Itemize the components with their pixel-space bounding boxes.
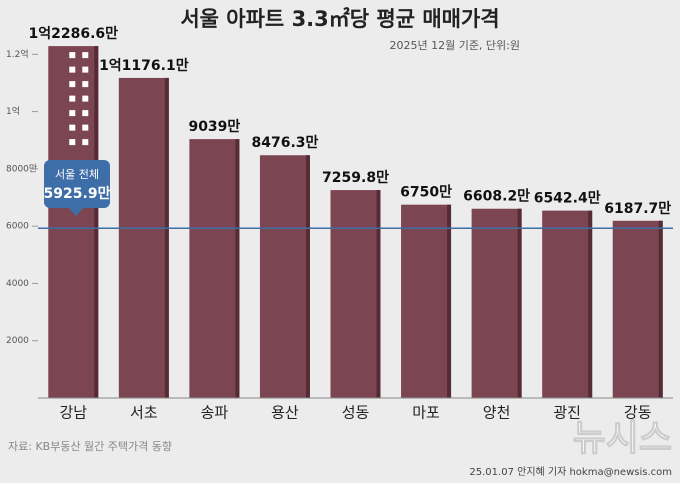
bar [118, 77, 169, 398]
window-decoration [82, 124, 89, 131]
y-tick-label: 8000만 [6, 163, 37, 174]
source: 자료: KB부동산 월간 주택가격 동향 [8, 440, 172, 453]
bar-edge [658, 220, 663, 398]
watermark: 뉴시스 [573, 418, 672, 459]
bar [189, 139, 240, 398]
window-decoration [69, 66, 76, 73]
subtitle: 2025년 12월 기준, 단위:원 [389, 39, 520, 52]
window-decoration [69, 139, 76, 146]
bar [48, 46, 99, 398]
value-label: 6187.7만 [604, 201, 671, 217]
bar-edge [305, 155, 310, 398]
callout-value: 5925.9만 [44, 186, 111, 202]
bar [542, 210, 593, 398]
window-decoration [69, 81, 76, 88]
window-decoration [82, 110, 89, 117]
bar [612, 220, 663, 398]
window-decoration [69, 124, 76, 131]
value-label: 8476.3만 [251, 135, 318, 151]
x-tick-label: 광진 [553, 404, 581, 422]
credit: 25.01.07 안지혜 기자 hokma@newsis.com [469, 466, 672, 478]
window-decoration [82, 52, 89, 59]
callout-box [44, 160, 110, 208]
value-label: 6608.2만 [463, 189, 530, 205]
x-tick-label: 강남 [59, 404, 87, 422]
window-decoration [82, 95, 89, 102]
value-label: 1억2286.6만 [29, 26, 119, 42]
y-tick-label: 1억 [6, 105, 20, 117]
bar-edge [235, 139, 240, 398]
value-label: 1억1176.1만 [99, 58, 189, 74]
x-tick-label: 양천 [483, 404, 511, 422]
window-decoration [82, 139, 89, 146]
window-decoration [69, 110, 76, 117]
y-tick-label: 4000 [6, 279, 29, 289]
bar [401, 204, 452, 398]
bar-edge [588, 210, 593, 398]
bar-edge [376, 190, 381, 398]
x-tick-label: 성동 [342, 404, 370, 422]
window-decoration [69, 95, 76, 102]
y-tick-label: 2000 [6, 336, 29, 346]
window-decoration [69, 52, 76, 59]
value-label: 9039만 [188, 119, 240, 135]
x-tick-label: 송파 [201, 404, 229, 422]
bar-edge [164, 77, 169, 398]
y-tick-label: 6000 [6, 222, 29, 232]
y-tick-label: 1.2억 [6, 48, 29, 60]
bar-edge [447, 204, 452, 398]
callout-name: 서울 전체 [55, 168, 99, 181]
window-decoration [82, 66, 89, 73]
value-label: 7259.8만 [322, 170, 389, 186]
bar [330, 190, 381, 398]
chart-title: 서울 아파트 3.3㎡당 평균 매매가격 [180, 7, 499, 31]
x-tick-label: 서초 [130, 404, 158, 422]
x-tick-label: 강동 [624, 404, 652, 422]
callout-pointer [68, 207, 84, 216]
bar-edge [517, 208, 522, 398]
x-tick-label: 마포 [412, 404, 440, 422]
bar [471, 208, 522, 398]
value-label: 6542.4만 [534, 191, 601, 207]
bar [259, 155, 310, 398]
window-decoration [82, 81, 89, 88]
value-label: 6750만 [400, 185, 452, 201]
x-tick-label: 용산 [271, 404, 299, 422]
bar-edge [94, 46, 99, 398]
